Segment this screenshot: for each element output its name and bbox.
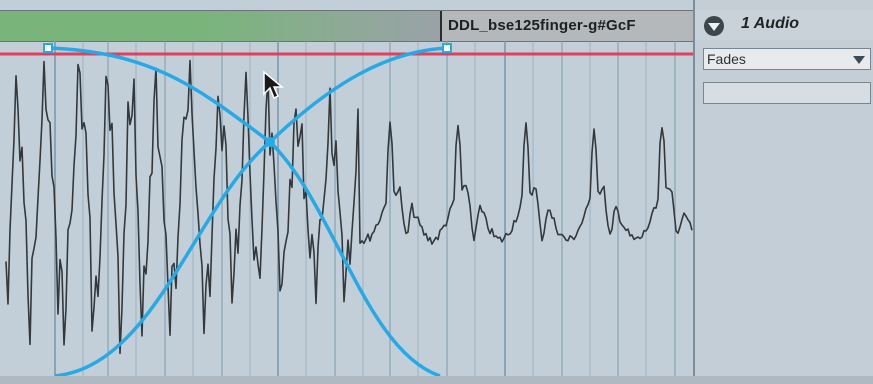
triangle-down-icon[interactable] <box>703 15 725 37</box>
mouse-pointer-icon <box>263 70 285 100</box>
fade-in-curve[interactable] <box>54 46 448 378</box>
track-name[interactable]: 1 Audio <box>741 15 800 32</box>
envelope-value-field[interactable] <box>703 82 871 104</box>
audio-waveform <box>5 59 693 355</box>
clip-waveform-area[interactable] <box>0 0 693 384</box>
crossfade-intersection-handle[interactable] <box>265 137 275 147</box>
envelope-chooser-value: Fades <box>707 51 746 67</box>
clip-header-color-fade <box>0 11 440 41</box>
track-header-panel: 1 Audio Fades <box>695 0 873 384</box>
beat-grid <box>54 41 676 384</box>
clip-name: DDL_bse125finger-g#GcF <box>448 17 636 34</box>
chevron-down-icon <box>853 56 865 64</box>
track-title-bar[interactable]: 1 Audio <box>695 10 873 40</box>
fade-in-end-handle[interactable] <box>442 43 452 53</box>
clip-title-box[interactable]: DDL_bse125finger-g#GcF <box>440 11 693 41</box>
clip-header[interactable]: DDL_bse125finger-g#GcF <box>0 10 693 42</box>
bottom-scroll-strip[interactable] <box>0 376 873 384</box>
arrangement-view[interactable]: DDL_bse125finger-g#GcF <box>0 0 695 384</box>
fade-out-curve[interactable] <box>47 46 441 378</box>
envelope-chooser-dropdown[interactable]: Fades <box>703 48 871 70</box>
fade-out-start-handle[interactable] <box>43 43 53 53</box>
